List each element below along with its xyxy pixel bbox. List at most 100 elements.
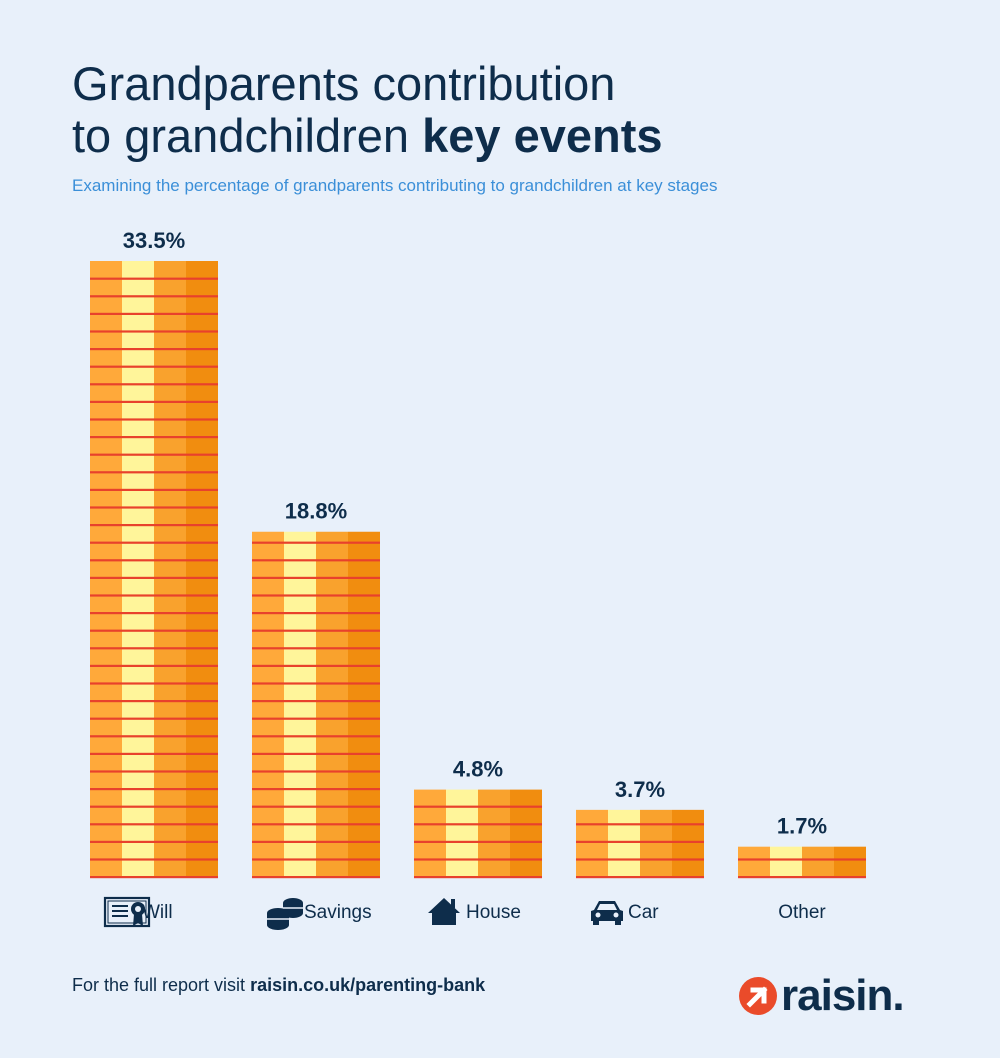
raisin-logo: raisin. (738, 971, 905, 1020)
coin-edge (252, 823, 380, 826)
coin-edge (90, 559, 218, 562)
bar-value-label: 33.5% (123, 228, 185, 253)
coin-edge (90, 453, 218, 456)
bar-segment (510, 789, 542, 878)
bar-segment (348, 531, 380, 878)
coin-edge (90, 647, 218, 650)
coin-edge (90, 330, 218, 333)
coin-edge (252, 612, 380, 615)
coin-edge (252, 629, 380, 632)
bar-car (576, 809, 704, 879)
coin-edge (252, 647, 380, 650)
bar-segment (122, 261, 154, 878)
bar-segment (640, 809, 672, 878)
coin-edge (90, 471, 218, 474)
bar-house (414, 789, 542, 879)
coin-edge (90, 418, 218, 421)
category-label: Other (778, 902, 826, 923)
coin-edge (576, 840, 704, 843)
coin-edge (738, 858, 866, 861)
bar-segment (576, 809, 608, 878)
coin-edge (414, 858, 542, 861)
category-label: Car (628, 902, 659, 923)
coin-edge (252, 559, 380, 562)
title-line-2: to grandchildren (72, 109, 423, 162)
bar-savings (252, 531, 380, 879)
coin-edge (576, 876, 704, 879)
bar-segment (414, 789, 446, 878)
coin-edge (252, 805, 380, 808)
coin-edge (90, 506, 218, 509)
logo-text: raisin. (781, 971, 905, 1020)
coin-edge (252, 541, 380, 544)
bar-segment (478, 789, 510, 878)
coin-edge (738, 876, 866, 879)
bar-segment (284, 531, 316, 878)
bar-value-label: 1.7% (777, 814, 827, 839)
coin-edge (90, 876, 218, 879)
category-label: Will (142, 902, 173, 923)
report-link[interactable]: raisin.co.uk/parenting-bank (250, 975, 486, 995)
coin-edge (90, 823, 218, 826)
coin-edge (576, 823, 704, 826)
coin-edge (252, 682, 380, 685)
coin-edge (90, 752, 218, 755)
coin-edge (252, 594, 380, 597)
coins-icon (267, 898, 303, 930)
coin-edge (252, 840, 380, 843)
bar-segment (186, 261, 218, 878)
coin-edge (252, 664, 380, 667)
coin-edge (252, 858, 380, 861)
bar-segment (154, 261, 186, 878)
bar-value-label: 18.8% (285, 499, 347, 524)
coin-edge (252, 876, 380, 879)
coin-edge (90, 770, 218, 773)
category-label: House (466, 902, 521, 923)
coin-edge (90, 840, 218, 843)
bar-segment (252, 531, 284, 878)
arrow-circle-icon (739, 977, 777, 1015)
chart-subtitle: Examining the percentage of grandparents… (72, 176, 718, 195)
coin-edge (90, 735, 218, 738)
coin-edge (90, 805, 218, 808)
certificate-icon (103, 896, 151, 928)
coin-edge (90, 576, 218, 579)
coin-edge (90, 700, 218, 703)
coin-edge (576, 858, 704, 861)
coin-edge (252, 788, 380, 791)
coin-edge (90, 488, 218, 491)
coin-edge (252, 770, 380, 773)
coin-edge (414, 840, 542, 843)
coin-edge (90, 295, 218, 298)
house-icon (428, 898, 460, 925)
footer-text: For the full report visit (72, 975, 251, 995)
bar-segment (802, 846, 834, 878)
bar-value-label: 4.8% (453, 757, 503, 782)
coin-edge (252, 576, 380, 579)
coin-edge (90, 858, 218, 861)
coin-edge (90, 383, 218, 386)
coin-edge (90, 594, 218, 597)
coin-edge (252, 717, 380, 720)
coin-edge (414, 823, 542, 826)
title-emphasis: key events (422, 109, 663, 162)
bar-segment (834, 846, 866, 878)
category-label: Savings (304, 902, 372, 923)
car-icon (591, 901, 623, 925)
bar-segment (672, 809, 704, 878)
coin-edge (90, 277, 218, 280)
coin-edge (90, 612, 218, 615)
coin-edge (252, 700, 380, 703)
chart-title: Grandparents contribution to grandchildr… (72, 58, 972, 162)
coin-edge (90, 664, 218, 667)
bar-will (90, 261, 218, 879)
bar-segment (446, 789, 478, 878)
title-line-1: Grandparents contribution (72, 57, 616, 110)
coin-edge (90, 348, 218, 351)
coin-edge (90, 682, 218, 685)
coin-edge (90, 365, 218, 368)
bar-segment (770, 846, 802, 878)
bar-segment (738, 846, 770, 878)
bar-chart: 33.5% Will 18.8% Savings 4.8% House 3.7% Car 1.7… (90, 228, 866, 930)
coin-edge (90, 400, 218, 403)
